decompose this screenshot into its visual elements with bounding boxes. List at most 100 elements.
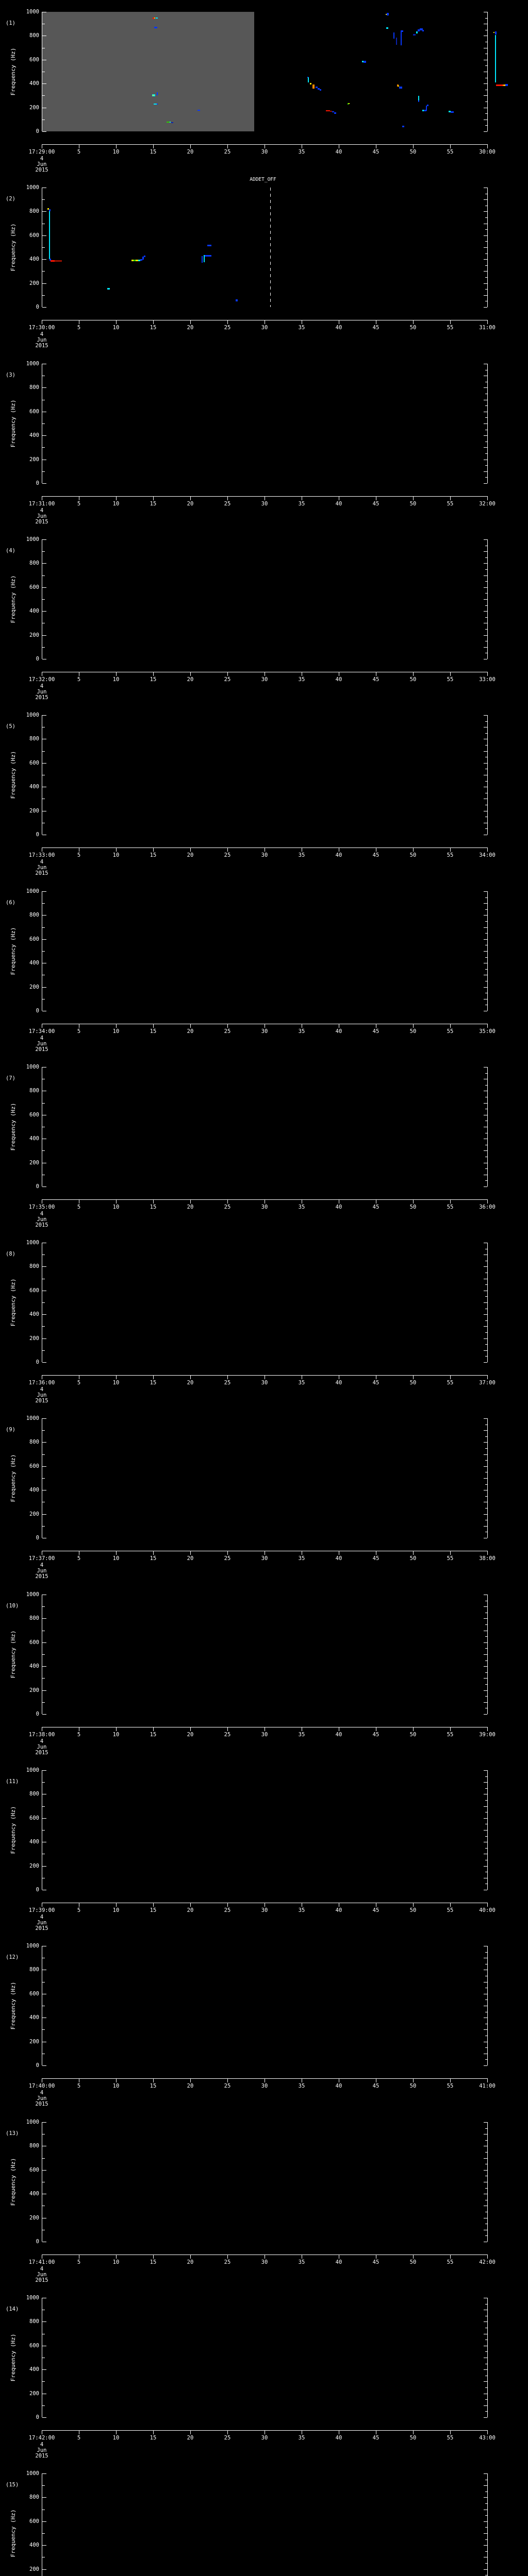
date-year: 2015	[35, 2452, 48, 2459]
spectrogram-data-mark	[47, 208, 49, 210]
x-tick-label: 35	[298, 325, 305, 331]
y-tick-label: 600	[29, 232, 39, 239]
x-tick	[190, 1023, 191, 1028]
date-day: 4	[40, 2265, 44, 2272]
x-tick-label: 25	[224, 500, 231, 507]
y-tick-right	[485, 18, 487, 19]
x-tick	[153, 1199, 154, 1204]
x-tick	[116, 320, 117, 325]
y-tick-right	[485, 1684, 487, 1685]
x-tick	[413, 1023, 414, 1028]
x-tick-label: 40	[335, 676, 342, 683]
spectrogram-data-mark	[157, 104, 158, 105]
y-tick-label: 600	[29, 1815, 39, 1821]
y-tick	[42, 1454, 45, 1455]
y-tick-right	[484, 1350, 487, 1351]
y-tick-right	[484, 1830, 487, 1831]
y-tick	[42, 715, 46, 716]
spectrogram-data-mark	[55, 260, 62, 262]
y-tick-right	[485, 569, 487, 570]
date-day: 4	[40, 1035, 44, 1041]
y-tick	[42, 1362, 46, 1363]
y-tick-label: 0	[36, 2238, 39, 2245]
y-tick-label: 0	[36, 1359, 39, 1366]
x-tick	[487, 1199, 488, 1204]
y-tick-right	[485, 277, 487, 278]
x-tick	[413, 1726, 414, 1731]
y-tick-right	[484, 2369, 487, 2370]
y-tick-right	[485, 897, 487, 898]
y-tick	[42, 1806, 45, 1807]
y-tick-label: 600	[29, 1287, 39, 1294]
y-tick-right	[484, 447, 487, 448]
x-tick-label: 10	[112, 1204, 120, 1210]
x-tick	[227, 2430, 228, 2434]
y-tick	[42, 1338, 46, 1340]
panel-index-label: (11)	[6, 1778, 19, 1785]
y-tick-label: 800	[29, 1615, 39, 1621]
date-month: Jun	[37, 1743, 47, 1750]
y-tick-right	[485, 1776, 487, 1777]
x-tick-label: 50	[409, 1204, 417, 1210]
y-tick	[42, 914, 46, 916]
spectrogram-data-mark	[397, 84, 399, 87]
spectrogram-panel: 0 200 400 600 800 1000 Frequency (Hz) (7) 17:35:…	[0, 1055, 528, 1231]
y-tick-right	[484, 83, 487, 84]
y-tick-label: 0	[36, 1887, 39, 1893]
y-tick-right	[485, 957, 487, 958]
x-tick-label: 50	[409, 325, 417, 331]
y-tick	[42, 903, 45, 904]
y-axis-right	[487, 2297, 488, 2417]
x-tick	[153, 1375, 154, 1380]
y-tick-label: 400	[29, 80, 39, 87]
y-tick-right	[484, 891, 487, 892]
x-tick-label: 30	[261, 2434, 268, 2441]
date-year: 2015	[35, 1925, 48, 1931]
y-tick-right	[484, 471, 487, 472]
y-tick	[42, 2122, 46, 2123]
y-tick	[42, 951, 45, 952]
spectrogram-data-mark	[207, 245, 211, 247]
x-tick-label: 15	[150, 149, 157, 155]
x-tick	[116, 848, 117, 852]
spectrogram-data-mark	[422, 110, 424, 111]
y-tick-label: 400	[29, 2542, 39, 2549]
x-tick-label: 20	[187, 676, 194, 683]
y-tick	[42, 551, 45, 552]
spectrogram-data-mark	[205, 255, 211, 257]
x-tick	[450, 496, 451, 500]
spectrogram-data-mark	[505, 84, 508, 86]
spectrogram-data-mark	[362, 61, 364, 62]
y-tick-right	[485, 1999, 487, 2001]
spectrogram-panel: 0 200 400 600 800 1000 Frequency (Hz) (1) 17:29:…	[0, 0, 528, 176]
y-tick-right	[484, 1654, 487, 1655]
x-tick-label: 55	[447, 149, 454, 155]
spectrogram-data-mark	[427, 105, 428, 106]
spectrogram-data-mark	[326, 110, 330, 111]
x-tick	[227, 1199, 228, 1204]
y-tick-label: 800	[29, 736, 39, 742]
x-tick	[153, 1023, 154, 1028]
x-tick-label: 55	[447, 1028, 454, 1035]
y-tick-right	[485, 1696, 487, 1697]
x-tick-label: 15	[150, 1907, 157, 1913]
x-tick-label: 5	[77, 676, 81, 683]
y-tick-label: 0	[36, 655, 39, 662]
x-tick	[487, 496, 488, 500]
date-month: Jun	[37, 513, 47, 519]
y-tick-right	[484, 1866, 487, 1867]
x-tick-label: 45	[372, 2083, 380, 2090]
y-tick-right	[484, 1466, 487, 1467]
y-tick-right	[485, 2351, 487, 2352]
x-tick-label: 55	[447, 1907, 454, 1913]
y-tick-label: 400	[29, 2366, 39, 2372]
x-tick-label: 15	[150, 1028, 157, 1035]
y-tick-right	[485, 1344, 487, 1345]
x-tick-label: 25	[224, 1204, 231, 1210]
y-tick	[42, 939, 46, 940]
x-tick-label: 55	[447, 500, 454, 507]
spectrogram-data-mark	[416, 31, 418, 33]
y-tick-right	[484, 283, 487, 284]
x-tick	[413, 2430, 414, 2434]
x-tick-label: 17:35:00	[28, 1204, 55, 1210]
